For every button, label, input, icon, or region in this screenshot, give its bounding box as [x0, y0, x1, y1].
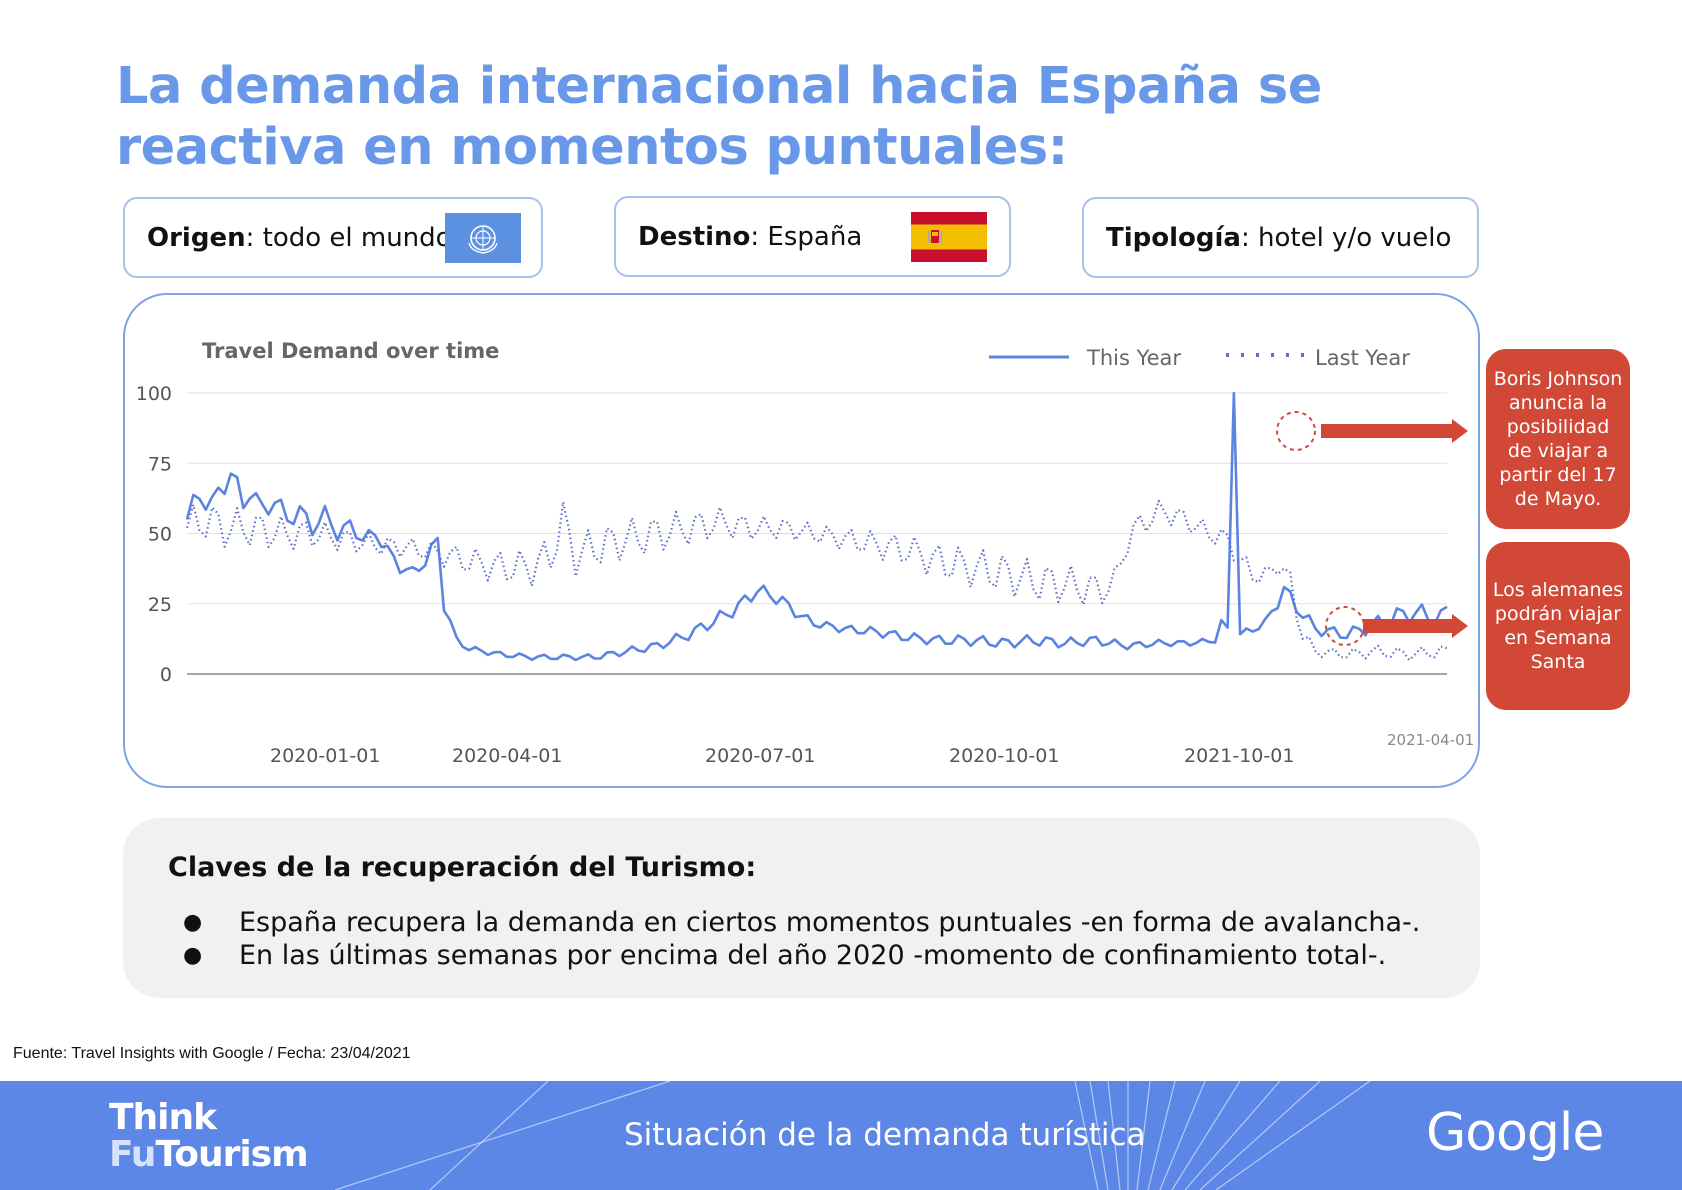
y-tick-label: 100: [136, 383, 172, 405]
google-logo: Google: [1426, 1103, 1604, 1163]
keys-title: Claves de la recuperación del Turismo:: [168, 852, 757, 883]
bullet: ●: [183, 943, 203, 968]
destination-label: Destino: [638, 221, 751, 252]
callout-arrow-2: [1363, 614, 1468, 638]
x-tick-label: 2020-04-01: [452, 745, 562, 767]
x-tick-label: 2021-04-01: [1387, 731, 1474, 749]
source-note: Fuente: Travel Insights with Google / Fe…: [13, 1045, 411, 1062]
x-tick-label: 2020-01-01: [270, 745, 380, 767]
callout-boris-johnson: Boris Johnson anuncia la posibilidad de …: [1486, 349, 1630, 529]
y-tick-label: 0: [160, 664, 172, 686]
y-tick-label: 50: [148, 524, 172, 546]
chart-title: Travel Demand over time: [202, 339, 499, 363]
un-flag-icon: [445, 213, 521, 263]
highlight-circle-easter: [1325, 606, 1365, 646]
chart-panel: Travel Demand over time This Year Last Y…: [123, 293, 1480, 788]
series-line-last-year: [185, 499, 1448, 662]
legend-label-this-year: This Year: [1086, 346, 1181, 370]
type-label: Tipología: [1106, 222, 1241, 253]
key-text-1: España recupera la demanda en ciertos mo…: [239, 907, 1421, 938]
origin-value: : todo el mundo: [245, 222, 452, 253]
brand-line-1: Think: [109, 1097, 217, 1138]
y-tick-label: 75: [148, 453, 172, 475]
x-tick-label: 2021-10-01: [1184, 745, 1294, 767]
chart-series: [185, 391, 1448, 662]
x-axis: 2020-01-01 2020-04-01 2020-07-01 2020-10-01…: [270, 731, 1474, 767]
x-tick-label: 2020-10-01: [949, 745, 1059, 767]
callout-alemanes: Los alemanes podrán viajar en Semana San…: [1486, 542, 1630, 710]
footer-banner: Think FuTourism Situación de la demanda …: [0, 1081, 1682, 1190]
keys-box: Claves de la recuperación del Turismo: ●…: [123, 818, 1480, 998]
destination-filter: Destino: España: [614, 196, 1011, 277]
legend-label-last-year: Last Year: [1315, 346, 1410, 370]
chart-grid: [187, 392, 1447, 675]
type-value: : hotel y/o vuelo: [1240, 222, 1452, 253]
x-tick-label: 2020-07-01: [705, 745, 815, 767]
brand-tourism: Tourism: [155, 1134, 308, 1175]
keys-list: ● España recupera la demanda en ciertos m…: [183, 906, 1420, 972]
origin-filter: Origen: todo el mundo: [123, 197, 543, 278]
list-item: ● En las últimas semanas por encima del a…: [183, 939, 1420, 972]
spain-flag-icon: [911, 212, 987, 262]
chart-legend: This Year Last Year: [989, 346, 1410, 370]
origin-label: Origen: [147, 222, 246, 253]
destination-value: : España: [750, 221, 863, 252]
list-item: ● España recupera la demanda en ciertos m…: [183, 906, 1420, 939]
footer-caption: Situación de la demanda turística: [624, 1117, 1146, 1153]
travel-demand-chart: Travel Demand over time This Year Last Y…: [136, 339, 1474, 767]
y-axis: 0 25 50 75 100: [136, 383, 172, 686]
bullet: ●: [183, 910, 203, 935]
type-filter: Tipología: hotel y/o vuelo: [1082, 197, 1479, 278]
key-text-2: En las últimas semanas por encima del añ…: [239, 940, 1387, 971]
think-futourism-logo: Think FuTourism: [109, 1097, 309, 1175]
y-tick-label: 25: [148, 594, 172, 616]
callout-arrow-1: [1321, 419, 1468, 443]
footer-decoration: [334, 1081, 1371, 1190]
highlight-circle-peak: [1276, 411, 1316, 451]
series-line-this-year: [185, 391, 1448, 662]
brand-fu: Fu: [109, 1134, 156, 1175]
page-title: La demanda internacional hacia España se…: [116, 57, 1322, 177]
